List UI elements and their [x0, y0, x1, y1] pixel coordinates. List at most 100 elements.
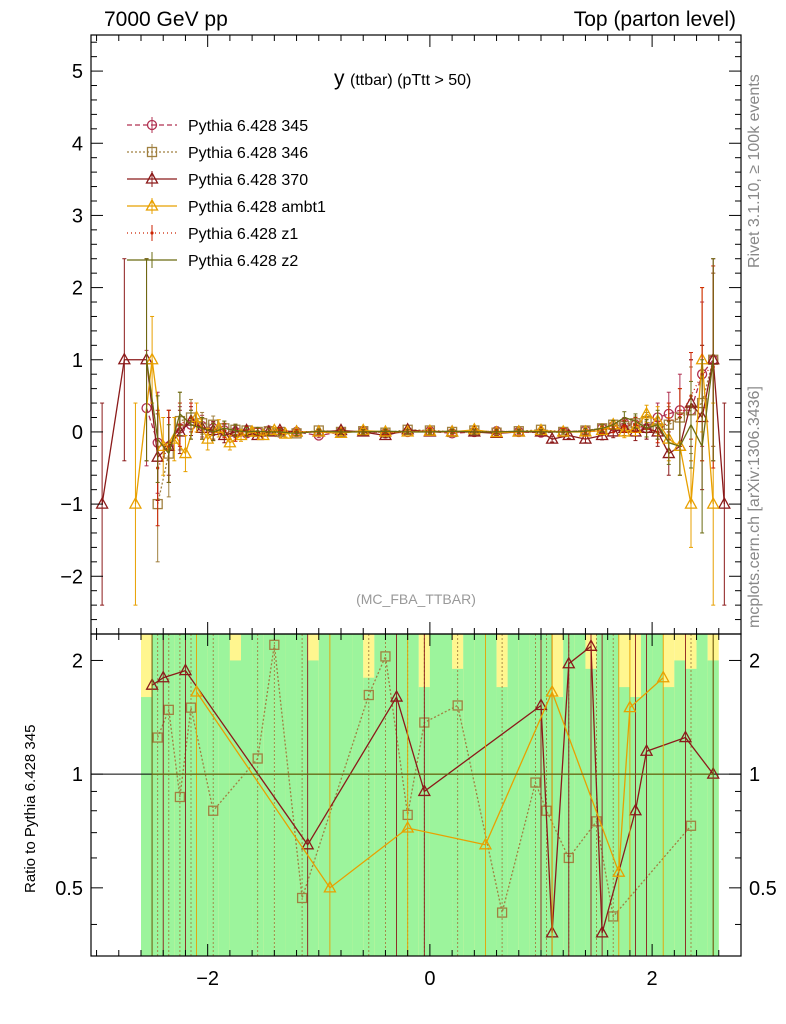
ratio-band-green: [318, 634, 330, 956]
data-point: [423, 423, 437, 436]
ratio-point: [389, 689, 404, 702]
data-point: [217, 428, 231, 441]
axis-ticks: −2 −1 0 1 2 3 4 5 −2 0 2 0.5 0.5 1 1 2 2: [55, 35, 777, 990]
data-point: [201, 431, 215, 444]
ratio-band-green: [685, 668, 697, 956]
ratio-point: [178, 663, 193, 676]
ratio-point: [185, 702, 197, 713]
legend-label: Pythia 6.428 z2: [188, 253, 298, 270]
data-point: [717, 496, 731, 509]
data-point: [256, 428, 270, 441]
ratio-point: [174, 791, 186, 803]
y-tick-label: 4: [72, 133, 83, 155]
ratio-band-green: [363, 677, 375, 956]
main-series-layer: [95, 258, 731, 606]
ratio-point: [584, 638, 598, 651]
y-tick-label: −1: [60, 494, 83, 516]
ratio-band-green: [452, 668, 464, 956]
legend-label: Pythia 6.428 z1: [188, 226, 298, 243]
ratio-band-green: [307, 660, 319, 956]
ratio-point: [496, 907, 508, 918]
ratio-point: [417, 784, 431, 797]
ratio-band-green: [229, 660, 241, 956]
data-point: [545, 431, 559, 444]
data-point: [639, 406, 654, 419]
ratio-point: [252, 753, 263, 764]
chart-title-main: y: [334, 67, 345, 90]
ratio-series-3: [151, 634, 714, 956]
ratio-band-green: [463, 634, 475, 956]
chart-title-sub: (ttbar) (pTtt > 50): [350, 72, 471, 89]
ratio-band-green: [263, 634, 275, 956]
y-tick-label: 1: [72, 350, 83, 372]
data-point: [401, 424, 415, 437]
ratio-point: [452, 700, 463, 711]
ratio-point: [208, 805, 219, 816]
ratio-band-green: [407, 634, 419, 956]
ratio-point: [612, 864, 626, 877]
ratio-band-green: [518, 634, 530, 956]
ratio-point: [152, 732, 163, 743]
rivet-version-label: Rivet 3.1.10, ≥ 100k events: [746, 74, 763, 268]
data-point: [578, 431, 593, 444]
ratio-point: [323, 880, 337, 893]
ratio-point: [530, 777, 541, 788]
data-point: [167, 431, 181, 444]
legend-swatch-marker: [145, 171, 159, 184]
ratio-series-layer: [91, 634, 741, 956]
data-point: [267, 423, 281, 436]
ratio-band-green: [274, 634, 286, 956]
ratio-band-green: [141, 697, 153, 956]
ratio-point: [534, 698, 548, 711]
ratio-point: [363, 689, 374, 701]
legend-label: Pythia 6.428 ambt1: [188, 199, 326, 216]
data-point: [156, 439, 170, 452]
series-1: [152, 272, 719, 563]
legend-label: Pythia 6.428 345: [188, 118, 308, 135]
ratio-band-green: [241, 634, 253, 956]
ratio-band-green: [218, 634, 230, 956]
ratio-point: [628, 803, 643, 816]
ratio-band-green: [496, 687, 508, 956]
plot-frames: [90, 34, 742, 957]
series-3: [128, 287, 720, 606]
ratio-band-green: [474, 634, 486, 956]
ratio-band-green: [485, 634, 497, 956]
ratio-band-green: [507, 634, 519, 956]
data-point: [467, 424, 481, 437]
ratio-band-green: [441, 634, 453, 956]
legend: Pythia 6.428 345 Pythia 6.428 346 Pythia 6…: [127, 117, 326, 270]
ratio-point: [656, 670, 670, 683]
watermark: (MC_FBA_TTBAR): [356, 591, 476, 607]
ratio-point: [189, 684, 204, 697]
header-right: Top (parton level): [573, 8, 736, 31]
ratio-band-green: [663, 687, 675, 956]
ratio-band-green: [696, 634, 708, 956]
ratio-y-tick-label-right: 2: [749, 650, 760, 672]
ratio-point: [380, 651, 391, 662]
ratio-band-green: [618, 687, 630, 956]
data-point: [234, 428, 248, 441]
header-left: 7000 GeV pp: [104, 8, 228, 31]
data-point: [617, 424, 631, 437]
data-point: [128, 496, 143, 509]
ratio-y-tick-label-right: 0.5: [749, 878, 777, 900]
ratio-line: [157, 644, 692, 918]
ratio-series-2: [189, 634, 670, 956]
data-point: [378, 428, 393, 441]
ratio-point: [478, 837, 493, 850]
legend-label: Pythia 6.428 346: [188, 145, 308, 162]
mcplots-label: mcplots.cern.ch [arXiv:1306.3436]: [746, 386, 763, 628]
series-line: [145, 359, 714, 456]
legend-swatch-marker: [150, 231, 154, 235]
data-point: [223, 435, 237, 448]
ratio-point: [639, 743, 654, 756]
ratio-point: [401, 820, 415, 833]
y-tick-label: 3: [72, 205, 83, 227]
ratio-point: [608, 911, 619, 922]
ratio-band-green: [285, 634, 297, 956]
x-tick-label: 2: [647, 968, 658, 990]
series-0: [141, 272, 719, 494]
ratio-y-tick-label: 1: [72, 764, 83, 786]
